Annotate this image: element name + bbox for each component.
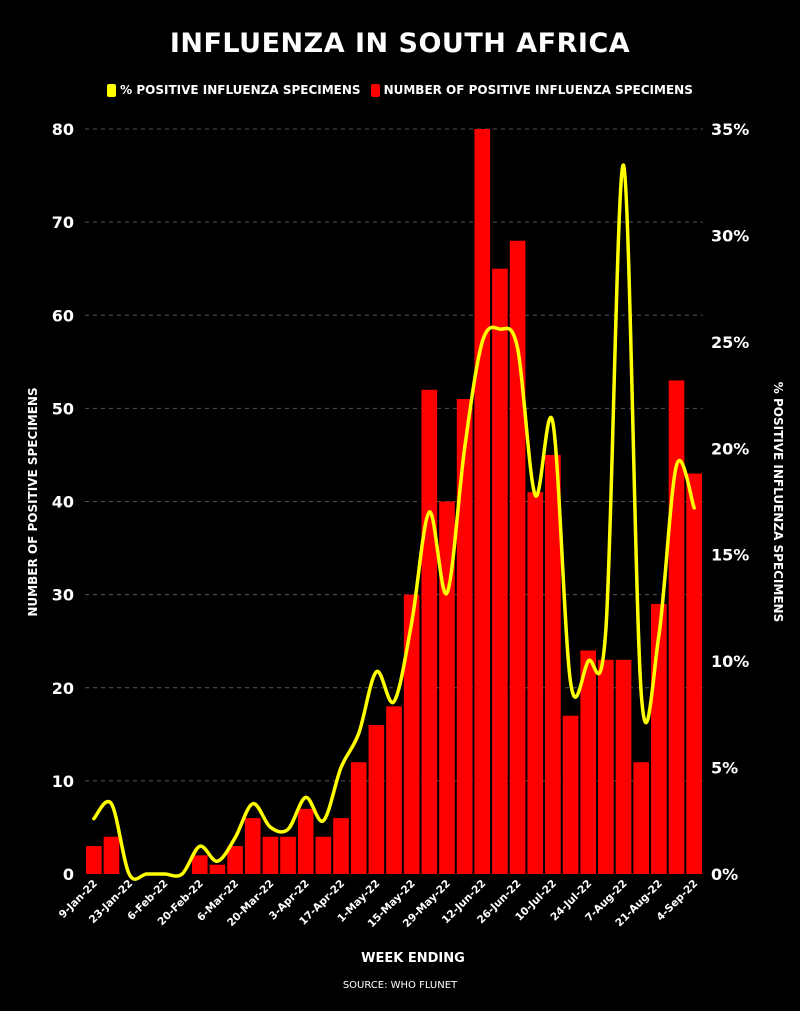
bar xyxy=(244,818,261,874)
y-tick-right: 20% xyxy=(711,439,749,458)
bar xyxy=(315,836,332,874)
y-tick-left: 60 xyxy=(52,306,74,325)
legend: % POSITIVE INFLUENZA SPECIMENS NUMBER OF… xyxy=(0,83,800,97)
source-note: SOURCE: WHO FLUNET xyxy=(342,980,458,991)
y-tick-right: 15% xyxy=(711,546,749,565)
bar xyxy=(86,846,102,874)
bar xyxy=(456,399,473,874)
chart-title: INFLUENZA IN SOUTH AFRICA xyxy=(169,28,631,59)
legend-swatch-yellow xyxy=(107,83,117,97)
bar xyxy=(598,659,614,874)
bar xyxy=(668,380,685,874)
right-axis-ticks: 0% 5% 10% 15% 20% 25% 30% 35% xyxy=(711,120,749,884)
legend-swatch-red xyxy=(370,83,380,97)
y-tick-right: 10% xyxy=(711,652,749,671)
bar xyxy=(615,659,632,874)
bar xyxy=(492,268,508,874)
y-axis-label-left: NUMBER OF POSITIVE SPECIMENS xyxy=(26,387,40,616)
bar xyxy=(368,725,385,874)
y-tick-left: 40 xyxy=(52,493,74,512)
y-tick-left: 30 xyxy=(52,586,74,605)
bar xyxy=(103,836,120,874)
bar-series xyxy=(86,129,702,874)
legend-label-percent: % POSITIVE INFLUENZA SPECIMENS xyxy=(120,83,361,97)
bar xyxy=(474,129,491,874)
y-tick-left: 10 xyxy=(52,772,74,791)
bar xyxy=(686,473,702,874)
bar xyxy=(191,855,208,874)
bar xyxy=(562,715,579,874)
bar xyxy=(227,846,243,874)
y-tick-right: 0% xyxy=(711,865,738,884)
bar xyxy=(297,808,314,874)
y-tick-right: 35% xyxy=(711,120,749,139)
y-tick-left: 50 xyxy=(52,399,74,418)
y-axis-label-right: % POSITIVE INFLUENZA SPECIMENS xyxy=(771,382,785,622)
y-tick-left: 70 xyxy=(52,213,74,232)
left-axis-ticks: 0 10 20 30 40 50 60 70 80 xyxy=(52,120,74,884)
bar xyxy=(262,836,279,874)
bar xyxy=(580,650,597,874)
x-axis-label: WEEK ENDING xyxy=(361,951,465,966)
bar xyxy=(439,501,455,874)
bar xyxy=(209,864,226,874)
bar xyxy=(333,818,349,874)
legend-item-count: NUMBER OF POSITIVE INFLUENZA SPECIMENS xyxy=(370,83,693,97)
bar xyxy=(633,762,650,874)
bar xyxy=(421,389,438,874)
y-tick-right: 5% xyxy=(711,759,738,778)
bar xyxy=(509,240,526,874)
y-tick-right: 30% xyxy=(711,226,749,245)
line-series xyxy=(92,163,696,881)
y-tick-right: 25% xyxy=(711,333,749,352)
bar xyxy=(280,836,296,874)
x-axis-ticks: 9-Jan-2223-Jan-226-Feb-2220-Feb-226-Mar-… xyxy=(57,878,701,930)
bar xyxy=(386,706,402,874)
bar xyxy=(350,762,367,874)
bar xyxy=(545,454,561,874)
legend-item-percent: % POSITIVE INFLUENZA SPECIMENS xyxy=(107,83,361,97)
y-tick-left: 80 xyxy=(52,120,74,139)
y-tick-left: 20 xyxy=(52,679,74,698)
bar xyxy=(527,492,544,874)
legend-label-count: NUMBER OF POSITIVE INFLUENZA SPECIMENS xyxy=(383,83,693,97)
bar xyxy=(403,594,420,874)
y-tick-left: 0 xyxy=(63,865,74,884)
